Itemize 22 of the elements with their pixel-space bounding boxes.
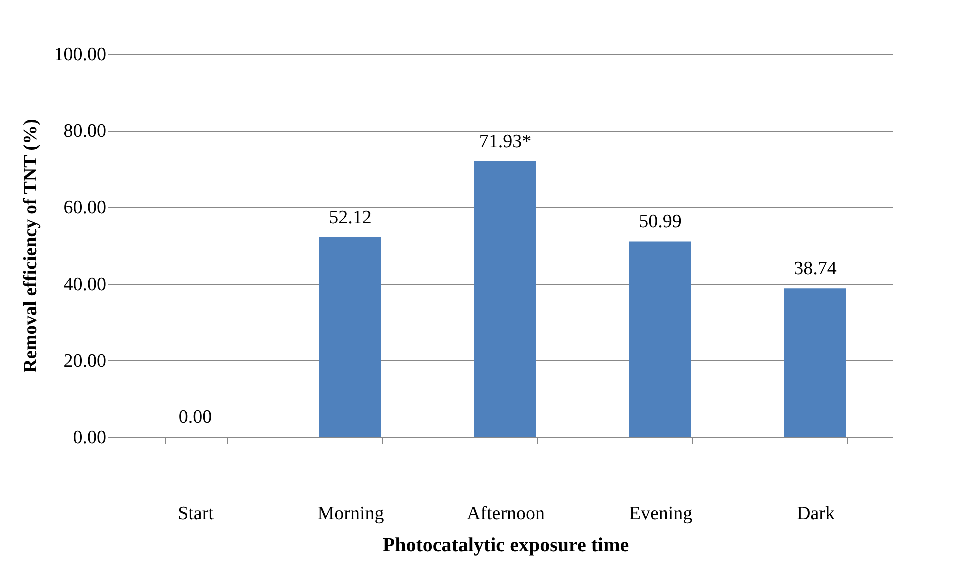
data-label: 71.93* — [479, 132, 532, 153]
bar — [630, 242, 692, 437]
bar — [474, 162, 536, 437]
data-label: 0.00 — [178, 407, 212, 428]
y-axis-title: Removal efficiency of TNT (%) — [20, 119, 42, 373]
data-label: 50.99 — [639, 212, 682, 233]
y-tick-label: 20.00 — [64, 350, 106, 372]
y-tick-label: 60.00 — [64, 198, 106, 219]
y-tick-label: 40.00 — [64, 274, 106, 296]
data-label: 52.12 — [329, 207, 372, 228]
x-tick-label: Morning — [318, 504, 385, 524]
x-axis-title: Photocatalytic exposure time — [382, 534, 630, 556]
x-tick-label: Evening — [629, 504, 694, 524]
data-label: 38.74 — [794, 258, 838, 280]
bar — [784, 288, 846, 437]
x-tick-label: Afternoon — [466, 504, 546, 524]
y-tick-label: 80.00 — [64, 121, 106, 142]
bar — [320, 237, 382, 437]
y-tick-label: 0.00 — [73, 428, 106, 448]
y-tick-label: 100.00 — [54, 44, 106, 66]
x-tick-label: Start — [178, 504, 215, 524]
x-tick-label: Dark — [797, 504, 836, 524]
